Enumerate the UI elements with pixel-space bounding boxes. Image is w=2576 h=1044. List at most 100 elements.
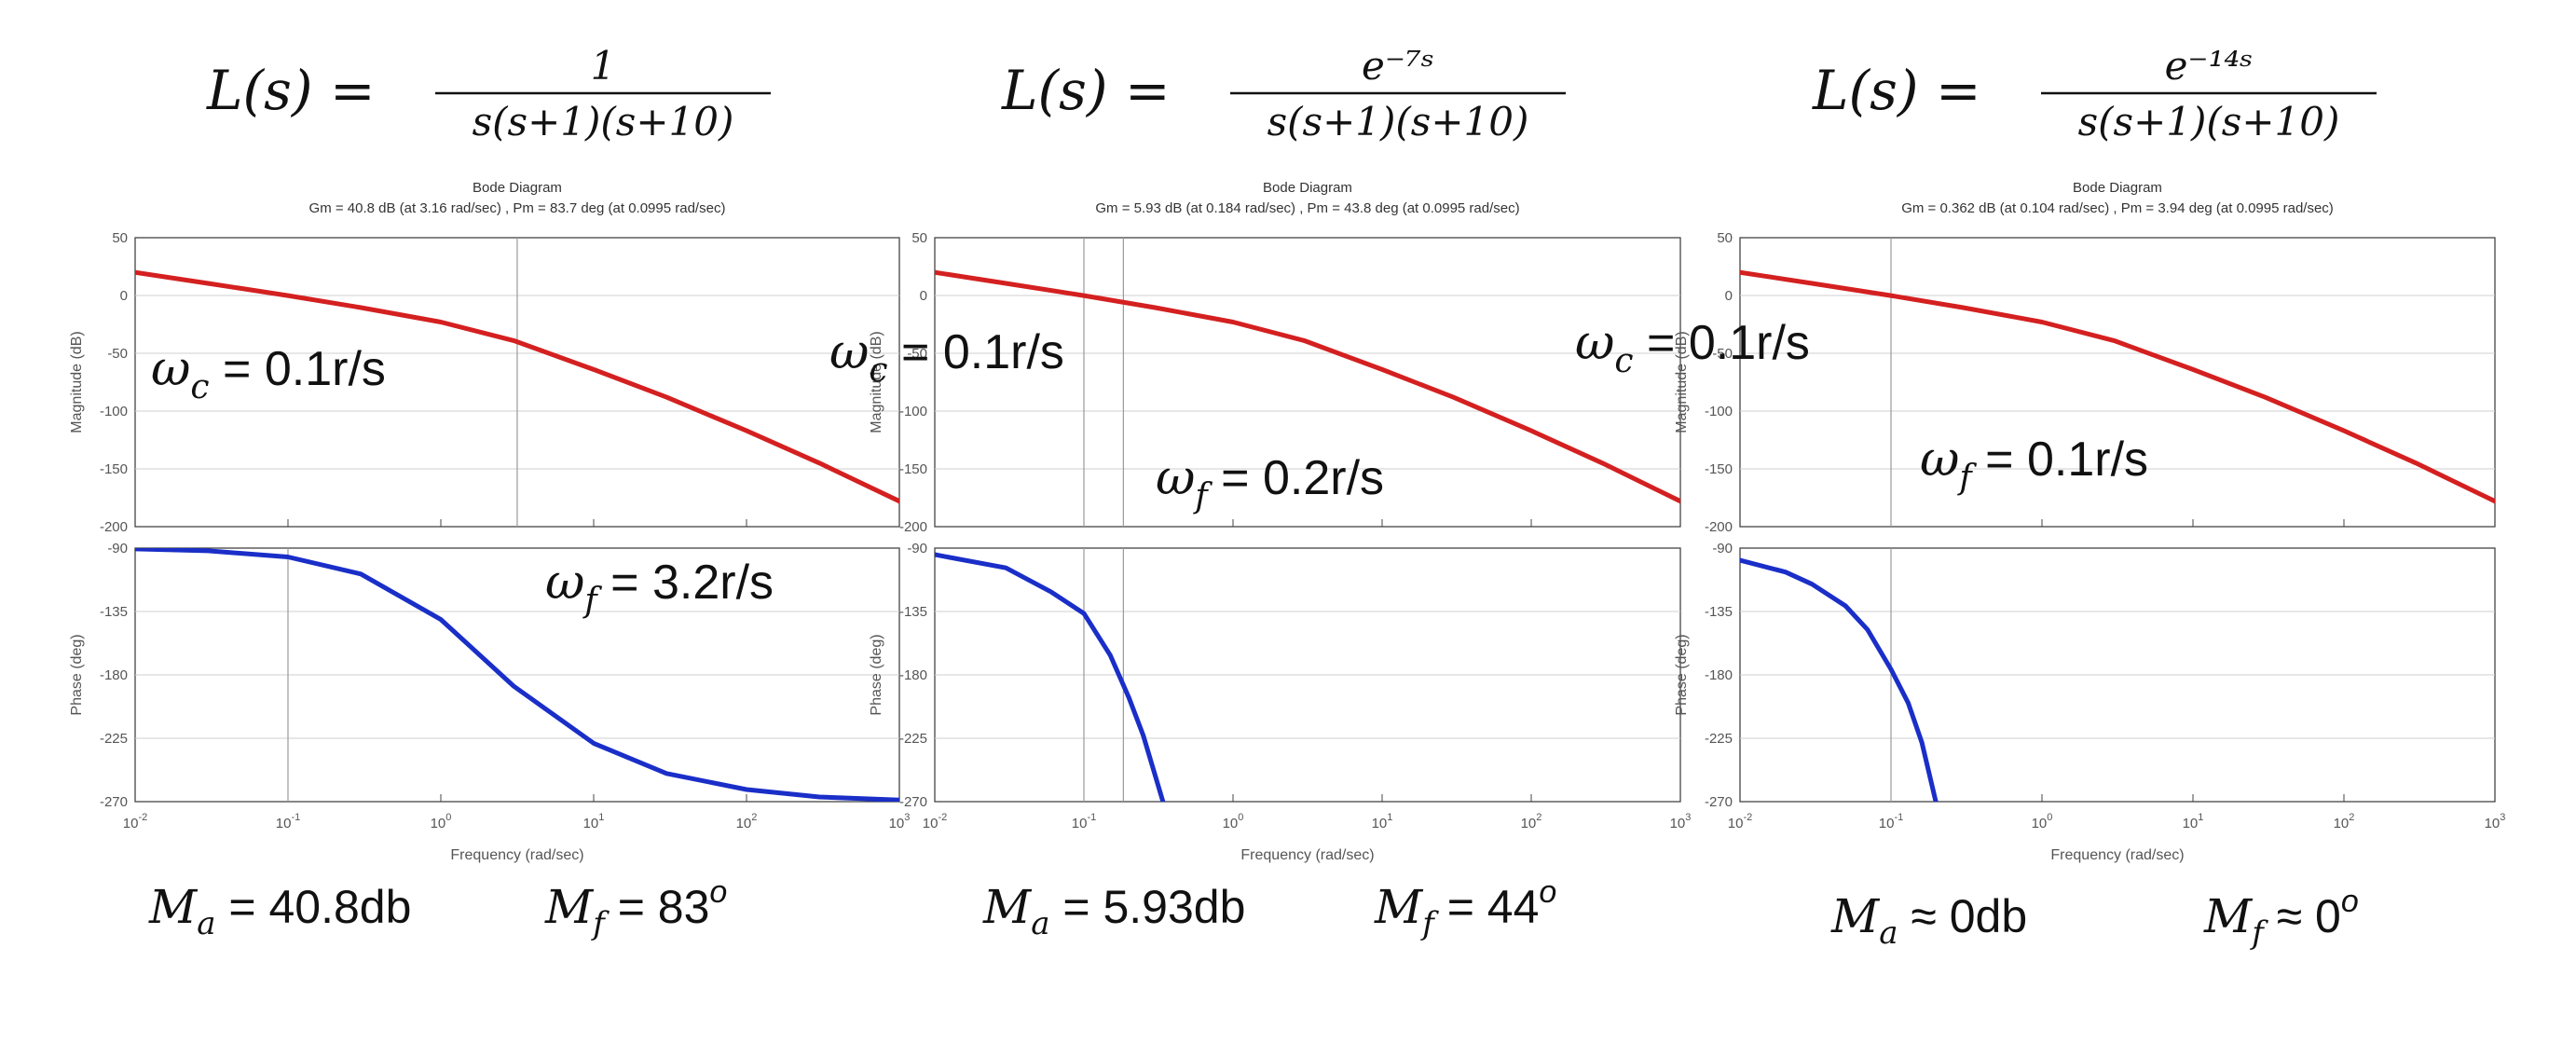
omega-value: = 3.2r/s	[597, 556, 774, 610]
magnitude-tick-label: 50	[911, 230, 927, 246]
formula-denominator: s(s+1)(s+10)	[473, 99, 734, 144]
x-tick-exponent: 0	[445, 812, 451, 823]
phase-tick-label: -135	[1705, 604, 1733, 620]
omega-c-annotation: ωc = 0.1r/s	[1575, 315, 1810, 380]
margin-subscript: a	[1879, 914, 1898, 952]
omega-symbol: ω	[1575, 315, 1614, 371]
chart-title: Bode Diagram	[1263, 180, 1352, 196]
x-tick-base: 10	[1072, 816, 1088, 831]
omega-symbol: ω	[151, 341, 190, 397]
magnitude-tick-label: -150	[899, 461, 927, 477]
x-tick-base: 10	[583, 816, 599, 831]
x-tick-exponent: 2	[751, 812, 757, 823]
magnitude-tick-label: -100	[100, 404, 128, 419]
phase-tick-label: -90	[1712, 541, 1733, 556]
magnitude-curve	[135, 269, 899, 504]
x-tick-label: 10-1	[1072, 812, 1096, 831]
magnitude-tick-label: 0	[1725, 288, 1733, 304]
x-tick-label: 103	[2485, 812, 2506, 831]
x-tick-exponent: 1	[1387, 812, 1392, 823]
x-tick-label: 103	[889, 812, 911, 831]
gain-margin-label: Ma = 40.8db	[148, 880, 411, 942]
x-tick-base: 10	[736, 816, 752, 831]
x-tick-base: 10	[2334, 816, 2350, 831]
x-tick-exponent: 1	[2198, 812, 2203, 823]
x-tick-base: 10	[2032, 816, 2048, 831]
phase-tick-label: -180	[899, 667, 927, 683]
x-tick-label: 10-2	[1728, 812, 1752, 831]
phase-tick-label: -225	[1705, 731, 1733, 747]
magnitude-tick-label: -100	[899, 404, 927, 419]
phase-margin-label: Mf = 44o	[1374, 874, 1556, 942]
phase-curve	[935, 552, 1166, 802]
magnitude-axis-label: Magnitude (dB)	[69, 331, 85, 433]
x-tick-base: 10	[1879, 816, 1895, 831]
margin-value: = 40.8db	[215, 881, 411, 933]
formula-denominator: s(s+1)(s+10)	[2078, 99, 2340, 144]
x-axis-label: Frequency (rad/sec)	[1240, 847, 1374, 863]
phase-axis-label: Phase (deg)	[869, 634, 884, 715]
phase-curve	[1740, 557, 1939, 802]
phase-margin-label: Mf ≈ 0o	[2203, 884, 2359, 952]
omega-f-annotation: ωf = 3.2r/s	[545, 555, 774, 620]
x-tick-base: 10	[1223, 816, 1239, 831]
omega-value: = 0.1r/s	[1972, 433, 2148, 487]
x-tick-base: 10	[123, 816, 139, 831]
chart-subtitle: Gm = 5.93 dB (at 0.184 rad/sec) , Pm = 4…	[1095, 200, 1519, 216]
magnitude-tick-label: -200	[100, 519, 128, 535]
magnitude-tick-label: -150	[100, 461, 128, 477]
x-tick-base: 10	[1372, 816, 1388, 831]
x-tick-label: 100	[431, 812, 452, 831]
margin-symbol: M	[544, 880, 595, 934]
omega-subscript: c	[1614, 342, 1633, 380]
magnitude-tick-label: -50	[907, 346, 927, 362]
x-tick-base: 10	[2485, 816, 2501, 831]
magnitude-tick-label: 0	[920, 288, 927, 304]
x-tick-base: 10	[1521, 816, 1537, 831]
x-tick-label: 102	[1521, 812, 1542, 831]
formula-lhs: L(s) =	[206, 59, 376, 122]
phase-margin-label: Mf = 83o	[544, 874, 727, 942]
margin-subscript: a	[1031, 905, 1049, 942]
x-tick-exponent: -1	[291, 812, 300, 823]
x-tick-label: 10-2	[123, 812, 147, 831]
omega-value: = 0.1r/s	[888, 325, 1064, 379]
chart-subtitle: Gm = 0.362 dB (at 0.104 rad/sec) , Pm = …	[1901, 200, 2334, 216]
phase-tick-label: -90	[907, 541, 927, 556]
chart-title: Bode Diagram	[473, 180, 562, 196]
magnitude-tick-label: -150	[1705, 461, 1733, 477]
magnitude-tick-label: -100	[1705, 404, 1733, 419]
x-tick-exponent: -1	[1087, 812, 1096, 823]
x-tick-exponent: 3	[2500, 812, 2505, 823]
phase-tick-label: -180	[1705, 667, 1733, 683]
omega-c-annotation: ωc = 0.1r/s	[829, 324, 1064, 390]
magnitude-axis-label: Magnitude (dB)	[869, 331, 884, 433]
magnitude-tick-label: -200	[899, 519, 927, 535]
x-tick-base: 10	[431, 816, 446, 831]
magnitude-tick-label: -50	[1712, 346, 1733, 362]
margin-value: = 5.93db	[1049, 881, 1245, 933]
phase-tick-label: -270	[899, 794, 927, 810]
x-tick-label: 10-1	[1879, 812, 1903, 831]
magnitude-curve	[1740, 269, 2495, 504]
phase-tick-label: -135	[100, 604, 128, 620]
x-tick-label: 101	[2183, 812, 2204, 831]
x-tick-exponent: 3	[1685, 812, 1691, 823]
x-axis-label: Frequency (rad/sec)	[2050, 847, 2184, 863]
x-tick-exponent: -2	[938, 812, 947, 823]
x-tick-exponent: 1	[598, 812, 604, 823]
margin-degree-sup: o	[1539, 874, 1556, 910]
x-axis-label: Frequency (rad/sec)	[450, 847, 583, 863]
x-tick-label: 100	[1223, 812, 1244, 831]
phase-curve	[135, 548, 899, 802]
margin-degree-sup: o	[2341, 884, 2359, 919]
x-tick-exponent: -2	[138, 812, 147, 823]
margin-symbol: M	[1374, 880, 1424, 934]
formula-numerator: e⁻¹⁴ˢ	[2165, 43, 2254, 89]
omega-symbol: ω	[1156, 450, 1195, 506]
chart-3: L(s) = e⁻¹⁴ˢ s(s+1)(s+10) Bode Diagram Gm = …	[1575, 43, 2505, 952]
x-tick-label: 101	[1372, 812, 1393, 831]
omega-value: = 0.2r/s	[1208, 451, 1384, 505]
phase-tick-label: -225	[899, 731, 927, 747]
phase-tick-label: -225	[100, 731, 128, 747]
